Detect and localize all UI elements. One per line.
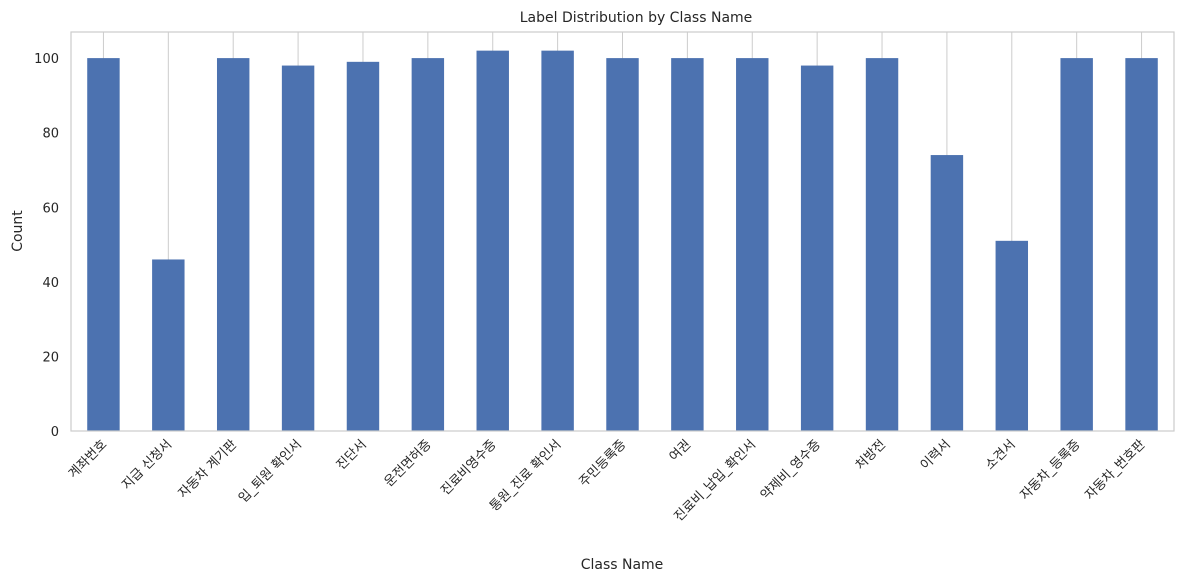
x-tick-label: 주민등록증 <box>576 437 629 490</box>
x-tick-label: 계좌번호 <box>66 437 110 481</box>
x-tick-label: 자동차 계기판 <box>176 437 240 501</box>
bar <box>865 58 899 431</box>
x-tick-label: 여권 <box>667 437 695 465</box>
bar <box>476 50 509 431</box>
x-tick-label: 진료비영수증 <box>438 437 499 498</box>
x-tick-label: 이력서 <box>918 437 954 473</box>
x-tick-label: 진단서 <box>334 437 370 473</box>
bar <box>671 58 704 431</box>
x-tick-label: 지급 신청서 <box>119 437 175 493</box>
y-tick-label: 80 <box>42 127 59 142</box>
y-axis-label: Count <box>10 210 26 252</box>
bar <box>216 58 250 431</box>
y-tick-label: 100 <box>34 52 59 67</box>
y-tick-label: 20 <box>42 350 59 365</box>
bar <box>346 61 380 431</box>
bar <box>930 155 964 431</box>
bar <box>541 50 574 431</box>
x-tick-label: 운전면허증 <box>382 437 435 490</box>
bar <box>281 65 315 432</box>
bar <box>1125 58 1158 431</box>
x-tick-label: 입_퇴원 확인서 <box>236 437 305 506</box>
y-tick-layer: 0 20 40 60 80 100 <box>34 52 59 440</box>
plot-frame <box>70 31 1175 432</box>
chart-title: Label Distribution by Class Name <box>520 10 753 26</box>
x-tick-label: 소견서 <box>983 437 1019 473</box>
y-tick-label: 40 <box>42 276 59 291</box>
x-tick-label: 자동차_등록증 <box>1018 437 1084 503</box>
y-tick-label: 0 <box>51 425 59 440</box>
x-tick-label: 자동차_번호판 <box>1082 437 1148 503</box>
x-axis-label: Class Name <box>581 557 664 573</box>
x-tick-label: 통원_진료 확인서 <box>487 437 564 514</box>
bar <box>1060 58 1093 431</box>
bar <box>736 58 769 431</box>
x-tick-label: 처방전 <box>853 437 889 473</box>
bar <box>995 240 1029 431</box>
bar-layer <box>87 50 1158 432</box>
bar <box>606 58 639 431</box>
x-tick-label: 약제비_영수증 <box>758 437 824 503</box>
bar <box>800 65 834 432</box>
y-tick-label: 60 <box>42 201 59 216</box>
bar <box>152 259 185 431</box>
bar <box>87 58 120 431</box>
bar <box>411 58 445 431</box>
